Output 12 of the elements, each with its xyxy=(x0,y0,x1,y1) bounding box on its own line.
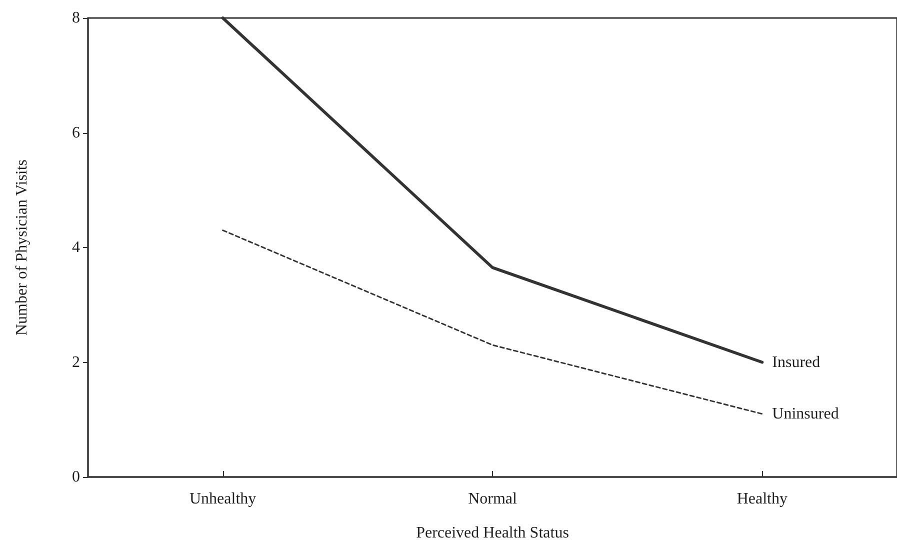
y-tick-label: 4 xyxy=(72,239,80,256)
x-axis-title: Perceived Health Status xyxy=(416,524,569,542)
y-tick-label: 2 xyxy=(72,354,80,371)
y-tick-label: 0 xyxy=(72,468,80,486)
y-axis-title: Number of Physician Visits xyxy=(14,159,30,336)
series-label: Insured xyxy=(772,354,820,371)
y-tick-label: 6 xyxy=(72,124,80,142)
x-tick-label: Normal xyxy=(468,490,518,508)
y-tick-label: 8 xyxy=(72,10,80,26)
series-label: Uninsured xyxy=(772,405,839,422)
x-tick-label: Healthy xyxy=(736,490,788,508)
x-tick-label: Unhealthy xyxy=(190,490,256,508)
